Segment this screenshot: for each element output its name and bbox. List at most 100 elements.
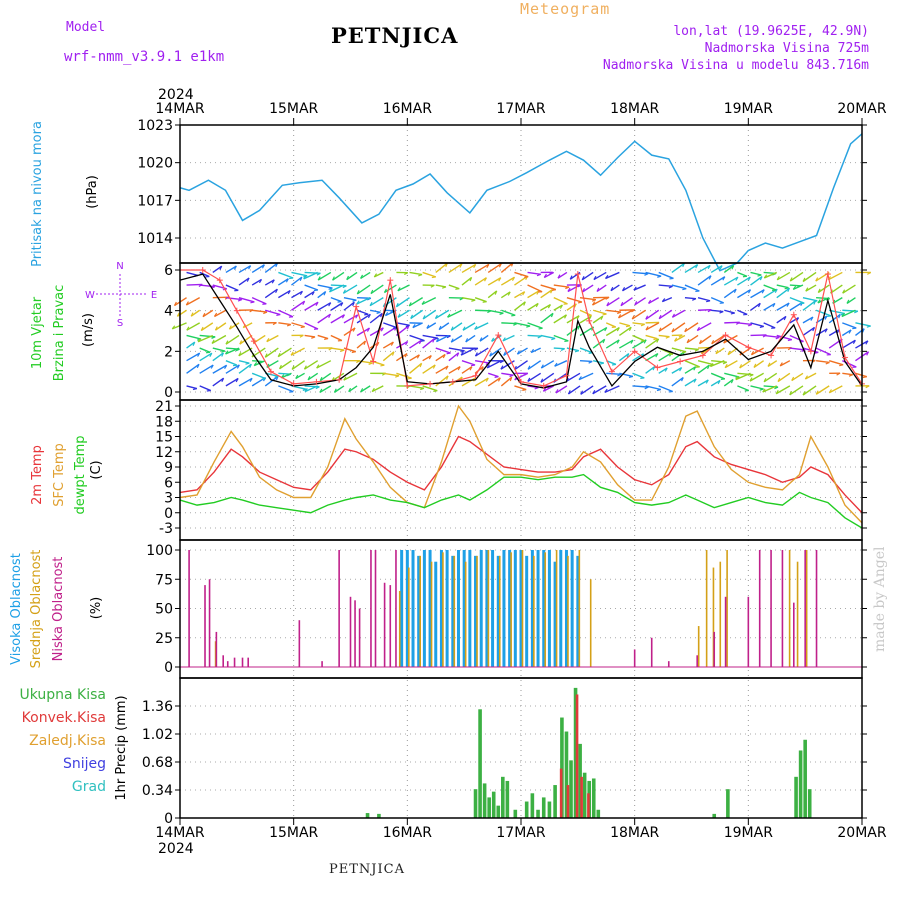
wind-arrow-head: [695, 264, 699, 269]
wind-arrow: [200, 322, 214, 332]
wind-arrow-head: [748, 323, 753, 327]
compass-s: S: [117, 318, 123, 329]
cloud-bar-visoka: [428, 550, 432, 667]
wind-arrow: [242, 322, 253, 329]
wind-arrow-head: [653, 338, 658, 341]
wind-arrow: [582, 284, 594, 293]
wind-arrow-head: [573, 303, 577, 308]
wind-arrow-head: [479, 337, 483, 342]
pressure-ytick-label: 1020: [137, 156, 173, 172]
wind-arrow-head: [709, 362, 714, 367]
wind-arrow-head: [759, 325, 764, 328]
wind-arrow: [304, 284, 319, 291]
wind-arrow-head: [753, 363, 757, 368]
wind-arrow: [383, 372, 400, 377]
wind-arrow: [278, 309, 294, 318]
wind-arrow: [715, 347, 725, 355]
wind-arrow: [632, 334, 646, 342]
wind-arrow-head: [450, 326, 454, 331]
precip-total-bar: [536, 809, 540, 818]
wind-arrow-head: [717, 380, 721, 385]
wind-arrow-head: [596, 287, 600, 292]
cloud-bar-niska: [358, 608, 361, 667]
wind-arrow: [698, 308, 712, 311]
wind-arrow: [802, 300, 816, 311]
wind-arrow-head: [841, 312, 845, 317]
wind-arrow-head: [210, 364, 214, 369]
wind-arrow-head: [465, 338, 469, 343]
wind-arrow-head: [311, 291, 315, 296]
wind-arrow: [684, 264, 699, 274]
wind-arrow-head: [789, 277, 793, 282]
wind-arrow: [487, 277, 502, 286]
wind-arrow: [409, 385, 425, 389]
wind-arrow-head: [867, 271, 872, 275]
wind-arrow-head: [503, 351, 506, 356]
cloud-bar-srednja: [697, 626, 700, 667]
wind-arrow: [779, 360, 791, 367]
temperature-ytick-label: 6: [164, 475, 173, 491]
wind-arrow-head: [643, 339, 647, 344]
wind-arrow: [723, 276, 739, 286]
wind-arrow: [763, 302, 776, 311]
wind-arrow: [211, 334, 227, 345]
wind-arrow-head: [494, 376, 499, 378]
wind-arrow: [737, 322, 753, 326]
wind-arrow-head: [324, 338, 329, 341]
wind-arrow-head: [499, 360, 504, 364]
wind-arrow: [841, 309, 856, 318]
wind-arrow: [789, 385, 804, 396]
wind-arrow-head: [220, 350, 226, 353]
wind-arrow: [815, 347, 831, 356]
wind-arrow: [369, 297, 384, 307]
wind-arrow: [540, 312, 554, 324]
wind-arrow: [291, 271, 308, 277]
wind-arrow: [735, 372, 751, 381]
xlabel-top: 20MAR: [837, 101, 886, 117]
wind-arrow: [789, 271, 804, 282]
wind-arrow-head: [323, 291, 327, 296]
wind-arrow: [435, 347, 451, 354]
wind-arrow: [409, 271, 423, 276]
wind-arrow-head: [233, 265, 237, 270]
wind-arrow: [763, 322, 776, 329]
wind-arrow: [212, 265, 223, 274]
wind-arrow: [465, 334, 476, 343]
wind-arrow-head: [404, 353, 408, 358]
wind-arrow: [412, 322, 423, 329]
wind-arrow: [435, 284, 447, 288]
precip-total-bar: [573, 687, 578, 818]
precip-ytick-label: 0.34: [142, 783, 173, 799]
wind-arrow: [540, 334, 556, 340]
cloud-bar-niska: [804, 550, 806, 667]
wind-arrow-head: [516, 350, 520, 355]
wind-arrow-head: [711, 339, 715, 345]
wind-arrow-head: [264, 353, 268, 358]
temperature-ytick-label: 0: [164, 506, 173, 522]
wind-arrow-head: [299, 334, 304, 338]
cloud-bar-niska: [247, 657, 249, 667]
wind-arrow: [750, 302, 761, 311]
wind-arrow-head: [625, 325, 631, 328]
wind-arrow-head: [499, 312, 504, 315]
wind-arrow: [448, 352, 460, 362]
wind-arrow-head: [416, 354, 420, 359]
cloud-bar-niska: [793, 602, 795, 667]
cloud-bar-srednja: [567, 555, 569, 667]
wind-arrow-head: [730, 312, 735, 315]
wind-arrow: [396, 372, 412, 379]
wind-arrow: [474, 263, 490, 274]
wind-arrow: [436, 334, 450, 343]
wind-arrow-head: [405, 324, 410, 328]
cloud-bar-visoka: [445, 550, 449, 667]
wind-arrow-head: [564, 314, 567, 319]
wind-arrow: [422, 271, 437, 278]
wind-arrow-head: [557, 274, 561, 279]
wind-arrow: [185, 297, 201, 306]
wind-arrow-head: [474, 347, 479, 351]
wind-arrow-head: [225, 340, 229, 345]
wind-arrow: [356, 327, 370, 337]
wind-arrow: [804, 372, 817, 380]
wind-arrow: [487, 377, 501, 387]
cloud-bar-srednja: [521, 550, 524, 667]
